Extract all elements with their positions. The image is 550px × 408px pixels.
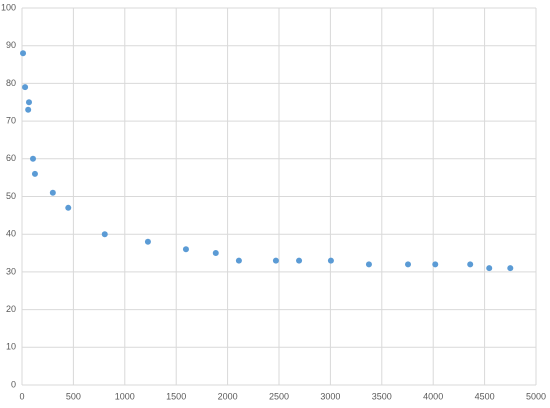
x-tick-label: 2500 (269, 391, 289, 401)
point (405, 261, 412, 268)
point (49, 189, 56, 196)
y-tick-label: 30 (6, 266, 16, 276)
point (25, 99, 32, 106)
y-tick-label: 40 (6, 229, 16, 239)
y-tick-label: 90 (6, 40, 16, 50)
y-tick-label: 20 (6, 304, 16, 314)
x-tick-label: 1000 (115, 391, 135, 401)
y-tick-label: 10 (6, 342, 16, 352)
point (327, 257, 334, 264)
y-tick-label: 0 (11, 379, 16, 389)
x-tick-label: 3000 (320, 391, 340, 401)
x-tick-label: 4500 (475, 391, 495, 401)
point (22, 84, 29, 91)
point (432, 261, 439, 268)
point (65, 204, 72, 211)
point (272, 257, 279, 264)
y-tick-label: 60 (6, 153, 16, 163)
point (296, 257, 303, 264)
x-tick-label: 1500 (166, 391, 186, 401)
x-tick-label: 500 (66, 391, 81, 401)
x-tick-label: 0 (19, 391, 24, 401)
point (182, 246, 189, 253)
x-tick-label: 2000 (218, 391, 238, 401)
x-tick-label: 4000 (423, 391, 443, 401)
point (235, 257, 242, 264)
x-tick-label: 3500 (372, 391, 392, 401)
point (101, 231, 108, 238)
point (144, 238, 151, 245)
point (212, 250, 219, 257)
y-tick-label: 70 (6, 115, 16, 125)
x-tick-label: 5000 (526, 391, 546, 401)
point (25, 106, 32, 113)
point (486, 265, 493, 272)
point (365, 261, 372, 268)
point (20, 50, 27, 57)
y-tick-label: 100 (1, 2, 16, 12)
point (29, 155, 36, 162)
point (507, 265, 514, 272)
point (467, 261, 474, 268)
y-tick-label: 50 (6, 191, 16, 201)
y-tick-label: 80 (6, 78, 16, 88)
point (31, 170, 38, 177)
